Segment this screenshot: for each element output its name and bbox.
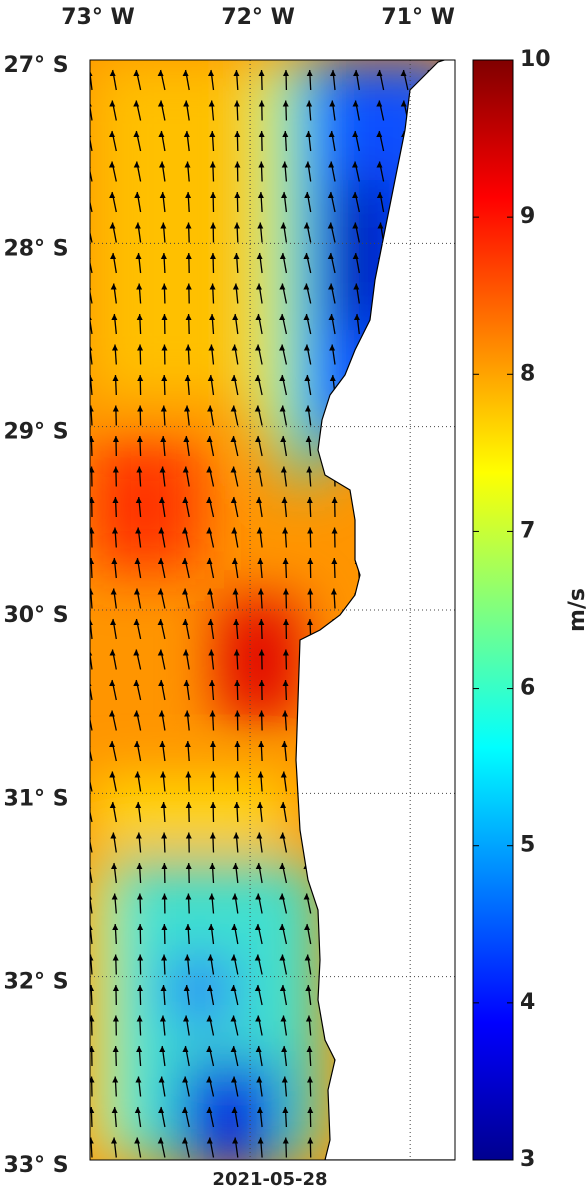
lat-tick-label: 27° S — [3, 53, 68, 78]
lat-tick-label: 29° S — [3, 420, 68, 445]
colorbar-tick-label: 8 — [520, 361, 535, 386]
colorbar-tick-label: 7 — [520, 518, 535, 543]
colorbar-tick-label: 4 — [520, 990, 535, 1015]
colorbar — [473, 60, 513, 1160]
colorbar-tick-label: 10 — [520, 47, 551, 72]
colorbar-label: m/s — [565, 588, 588, 632]
lat-tick-label: 32° S — [3, 970, 68, 995]
lat-tick-label: 31° S — [3, 786, 68, 811]
colorbar-tick-label: 9 — [520, 204, 535, 229]
colorbar-tick-label: 6 — [520, 676, 535, 701]
colorbar-tick-label: 5 — [520, 833, 535, 858]
lon-tick-label: 71° W — [381, 5, 455, 30]
lat-tick-label: 30° S — [3, 603, 68, 628]
date-label: 2021-05-28 — [212, 1169, 327, 1188]
colorbar-tick-label: 3 — [520, 1147, 535, 1172]
lat-tick-label: 28° S — [3, 236, 68, 261]
lon-tick-label: 72° W — [221, 5, 295, 30]
lat-tick-label: 33° S — [3, 1153, 68, 1178]
wind-field — [85, 55, 460, 1170]
lon-tick-label: 73° W — [61, 5, 135, 30]
